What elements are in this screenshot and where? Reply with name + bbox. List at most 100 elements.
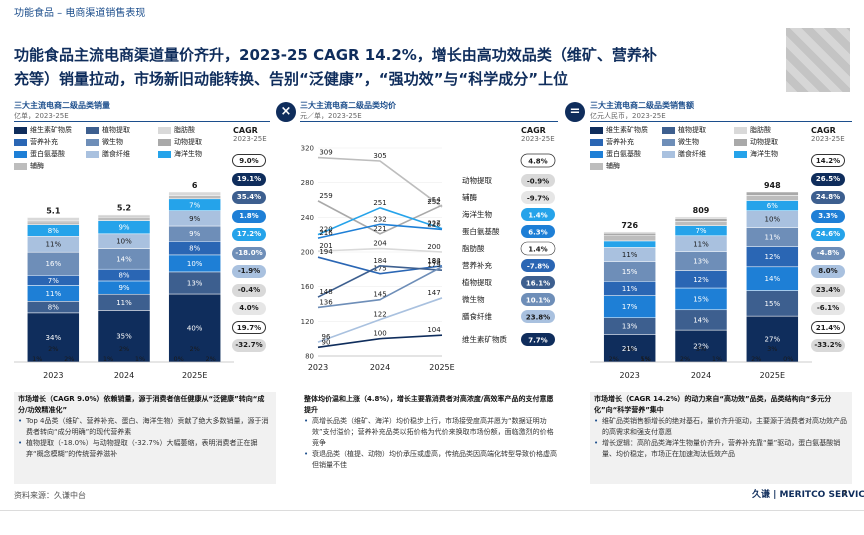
- right-bar-segment-label: 12%: [765, 253, 781, 261]
- left-bar-segment: [168, 293, 221, 363]
- middle-series-name-label: 营养补充: [462, 260, 492, 270]
- right-bar-segment-label: 13%: [693, 258, 709, 266]
- middle-point-label: 201: [319, 242, 332, 250]
- left-legend-swatch: [14, 126, 27, 134]
- middle-x-tick-label: 2025E: [429, 363, 454, 372]
- right-bullet-2: 增长逻辑：高阶品类海洋生物量价齐升，营养补充靠“量”驱动，蛋白氨基酸销量、均价稳…: [594, 438, 848, 460]
- left-description: 市场增长（CAGR 9.0%）依赖销量，源于消费者信任健康从“泛健康”转向“成分…: [14, 392, 276, 484]
- middle-point-label: 100: [373, 330, 386, 338]
- left-cagr-badge: 4.0%: [232, 302, 266, 315]
- right-cagr-badge: 26.5%: [811, 172, 845, 186]
- right-bar-segment-label: 0%: [783, 355, 793, 363]
- left-panel-title: 三大主流电商二级品类销量: [14, 101, 110, 110]
- middle-cagr-badge: 1.4%: [521, 208, 555, 221]
- left-cagr-badge: -1.9%: [232, 265, 266, 278]
- right-stacked-bar-chart: 21% 13% 17% 11% 15% 11% 5% 4% 2% 1% 726 2023 22% 14% 1…: [590, 181, 812, 380]
- left-bar-segment-label: 34%: [46, 334, 62, 342]
- middle-series-line: [317, 156, 443, 208]
- middle-cagr-header: CAGR 2023-25E: [521, 126, 561, 143]
- middle-cagr-badge: -0.9%: [521, 174, 555, 187]
- middle-point-label: 136: [319, 298, 333, 306]
- left-legend-item: 脂肪酸: [158, 125, 195, 135]
- right-bar-segment: [674, 218, 728, 222]
- right-x-tick-label: 2024: [691, 371, 711, 380]
- right-cagr-badge: -6.1%: [811, 302, 845, 315]
- right-bar-segment-label: 2%: [680, 355, 690, 363]
- right-description: 市场增长（CAGR 14.2%）的动力来自“高功效”品类，品类结构向“多元分化”…: [590, 392, 852, 484]
- middle-bullet-1: 高增长品类（维矿、海洋）均价稳步上行，市场接受度高并愿为“数据证明功效”支付溢价…: [304, 416, 558, 449]
- middle-panel-header: 三大主流电商二级品类均价 元／单，2023-25E: [300, 100, 396, 121]
- left-stacked-bar-chart: 34% 8% 11% 7% 16% 11% 8% 2% 1% 2% 5.1 2023 35% 11% 9% 8…: [14, 181, 234, 380]
- left-bullet-2: 植物提取（-18.0%）与动物提取（-32.7%）大幅萎缩，表明消费者正在摒弃“…: [18, 438, 272, 460]
- left-cagr-badge: 19.1%: [232, 172, 266, 186]
- left-legend-item: 植物提取: [86, 125, 130, 135]
- middle-point-label: 200: [427, 243, 440, 251]
- right-bar-segment-label: 2%: [751, 355, 761, 363]
- middle-point-label: 232: [373, 215, 386, 223]
- left-legend: 维生素矿物质 植物提取 脂肪酸 营养补充 微生物 动物提取 蛋白氨基酸 膳食纤维 海洋生物 辅酶: [14, 125, 234, 175]
- page-title-line-1: 功能食品主流电商渠道量价齐升，2023-25 CAGR 14.2%，增长由高功效…: [14, 46, 657, 64]
- section-label: 功能食品 – 电商渠道销售表现: [14, 8, 146, 19]
- right-bar-segment-label: 5%: [641, 355, 651, 363]
- left-bar-segment: [97, 214, 151, 217]
- right-bar-segment-label: 14%: [693, 316, 709, 324]
- middle-panel-rule: [300, 121, 558, 122]
- right-bullet-1: 维矿品类销售额增长的绝对基石，量价齐升驱动，主要源于消费者对高功效产品的高需求和…: [594, 416, 848, 438]
- left-bar-segment-label: 40%: [187, 325, 203, 333]
- left-bullet-1: Top 4品类（维矿、营养补充、蛋白、海洋生物）贡献了绝大多数销量，源于消费者转…: [18, 416, 272, 438]
- svg-text:4.8%: 4.8%: [528, 158, 547, 166]
- left-bar-segment-label: 2%: [119, 345, 129, 353]
- left-bar-segment-label: 2%: [64, 355, 74, 363]
- right-legend-item: 海洋生物: [734, 149, 778, 159]
- middle-point-label: 309: [319, 149, 332, 157]
- left-cagr-badge: 35.4%: [232, 191, 266, 204]
- right-bar-segment-label: 11%: [765, 234, 781, 242]
- right-legend-label: 辅酶: [606, 162, 620, 170]
- middle-series-name-label: 微生物: [462, 294, 485, 304]
- left-legend-item: 膳食纤维: [86, 149, 130, 159]
- right-cagr-header: CAGR 2023-25E: [811, 126, 855, 143]
- middle-point-label: 259: [319, 192, 332, 200]
- middle-point-label: 104: [427, 326, 441, 334]
- right-bar-segment: [603, 235, 656, 242]
- left-bar-segment: [97, 217, 151, 221]
- equals-operator-icon: =: [565, 102, 585, 122]
- right-legend-swatch: [590, 162, 603, 170]
- left-bar-segment-label: 8%: [48, 304, 59, 312]
- right-cagr-badge: -4.8%: [811, 246, 845, 260]
- left-bar-segment-label: 1%: [32, 355, 42, 363]
- left-bar-segment-label: 0%: [174, 355, 184, 363]
- left-bar-segment-label: 11%: [116, 299, 132, 307]
- middle-cagr-total-badge: 4.8%: [520, 153, 556, 168]
- middle-description-heading: 整体均价温和上涨（4.8%），增长主要靠消费者对高浓度/高效率产品的支付意愿提升: [304, 395, 554, 414]
- multiply-operator-icon: ×: [276, 102, 296, 122]
- left-bar-segment-label: 7%: [48, 277, 59, 285]
- right-panel-header: 三大主流电商二级品类销售额 亿元人民币，2023-25E: [590, 100, 694, 121]
- svg-text:1.4%: 1.4%: [528, 246, 547, 254]
- right-legend-label: 脂肪酸: [750, 126, 771, 134]
- left-legend-swatch: [86, 138, 99, 146]
- right-bar-segment-label: 1%: [712, 355, 722, 363]
- middle-series-line: [317, 223, 443, 239]
- right-cagr-total-badge: 14.2%: [811, 154, 845, 167]
- right-legend-item: 营养补充: [590, 137, 634, 147]
- left-bar-segment: [168, 191, 221, 196]
- middle-point-label: 251: [373, 199, 386, 207]
- right-legend-swatch: [734, 126, 747, 134]
- left-legend-item: 蛋白氨基酸: [14, 149, 65, 159]
- left-bar-segment: [27, 312, 80, 363]
- right-bar-segment: [603, 240, 656, 248]
- middle-series-line: [317, 297, 443, 343]
- right-bar-segment-label: 21%: [622, 345, 638, 353]
- right-panel-subtitle: 亿元人民币，2023-25E: [590, 112, 666, 120]
- left-legend-label: 辅酶: [30, 162, 44, 170]
- middle-y-tick-label: 240: [301, 214, 314, 222]
- right-bar-segment-label: 1%: [641, 355, 651, 363]
- right-bar-segment-label: 13%: [622, 323, 638, 331]
- left-bar-segment-label: 14%: [116, 255, 132, 263]
- right-legend: 维生素矿物质 植物提取 脂肪酸 营养补充 微生物 动物提取 蛋白氨基酸 膳食纤维 海洋生物 辅酶: [590, 125, 810, 175]
- left-cagr-total-badge: 9.0%: [232, 154, 266, 167]
- middle-panel-title: 三大主流电商二级品类均价: [300, 101, 396, 110]
- middle-point-label: 194: [319, 248, 333, 256]
- left-bar-segment-label: 10%: [116, 238, 132, 246]
